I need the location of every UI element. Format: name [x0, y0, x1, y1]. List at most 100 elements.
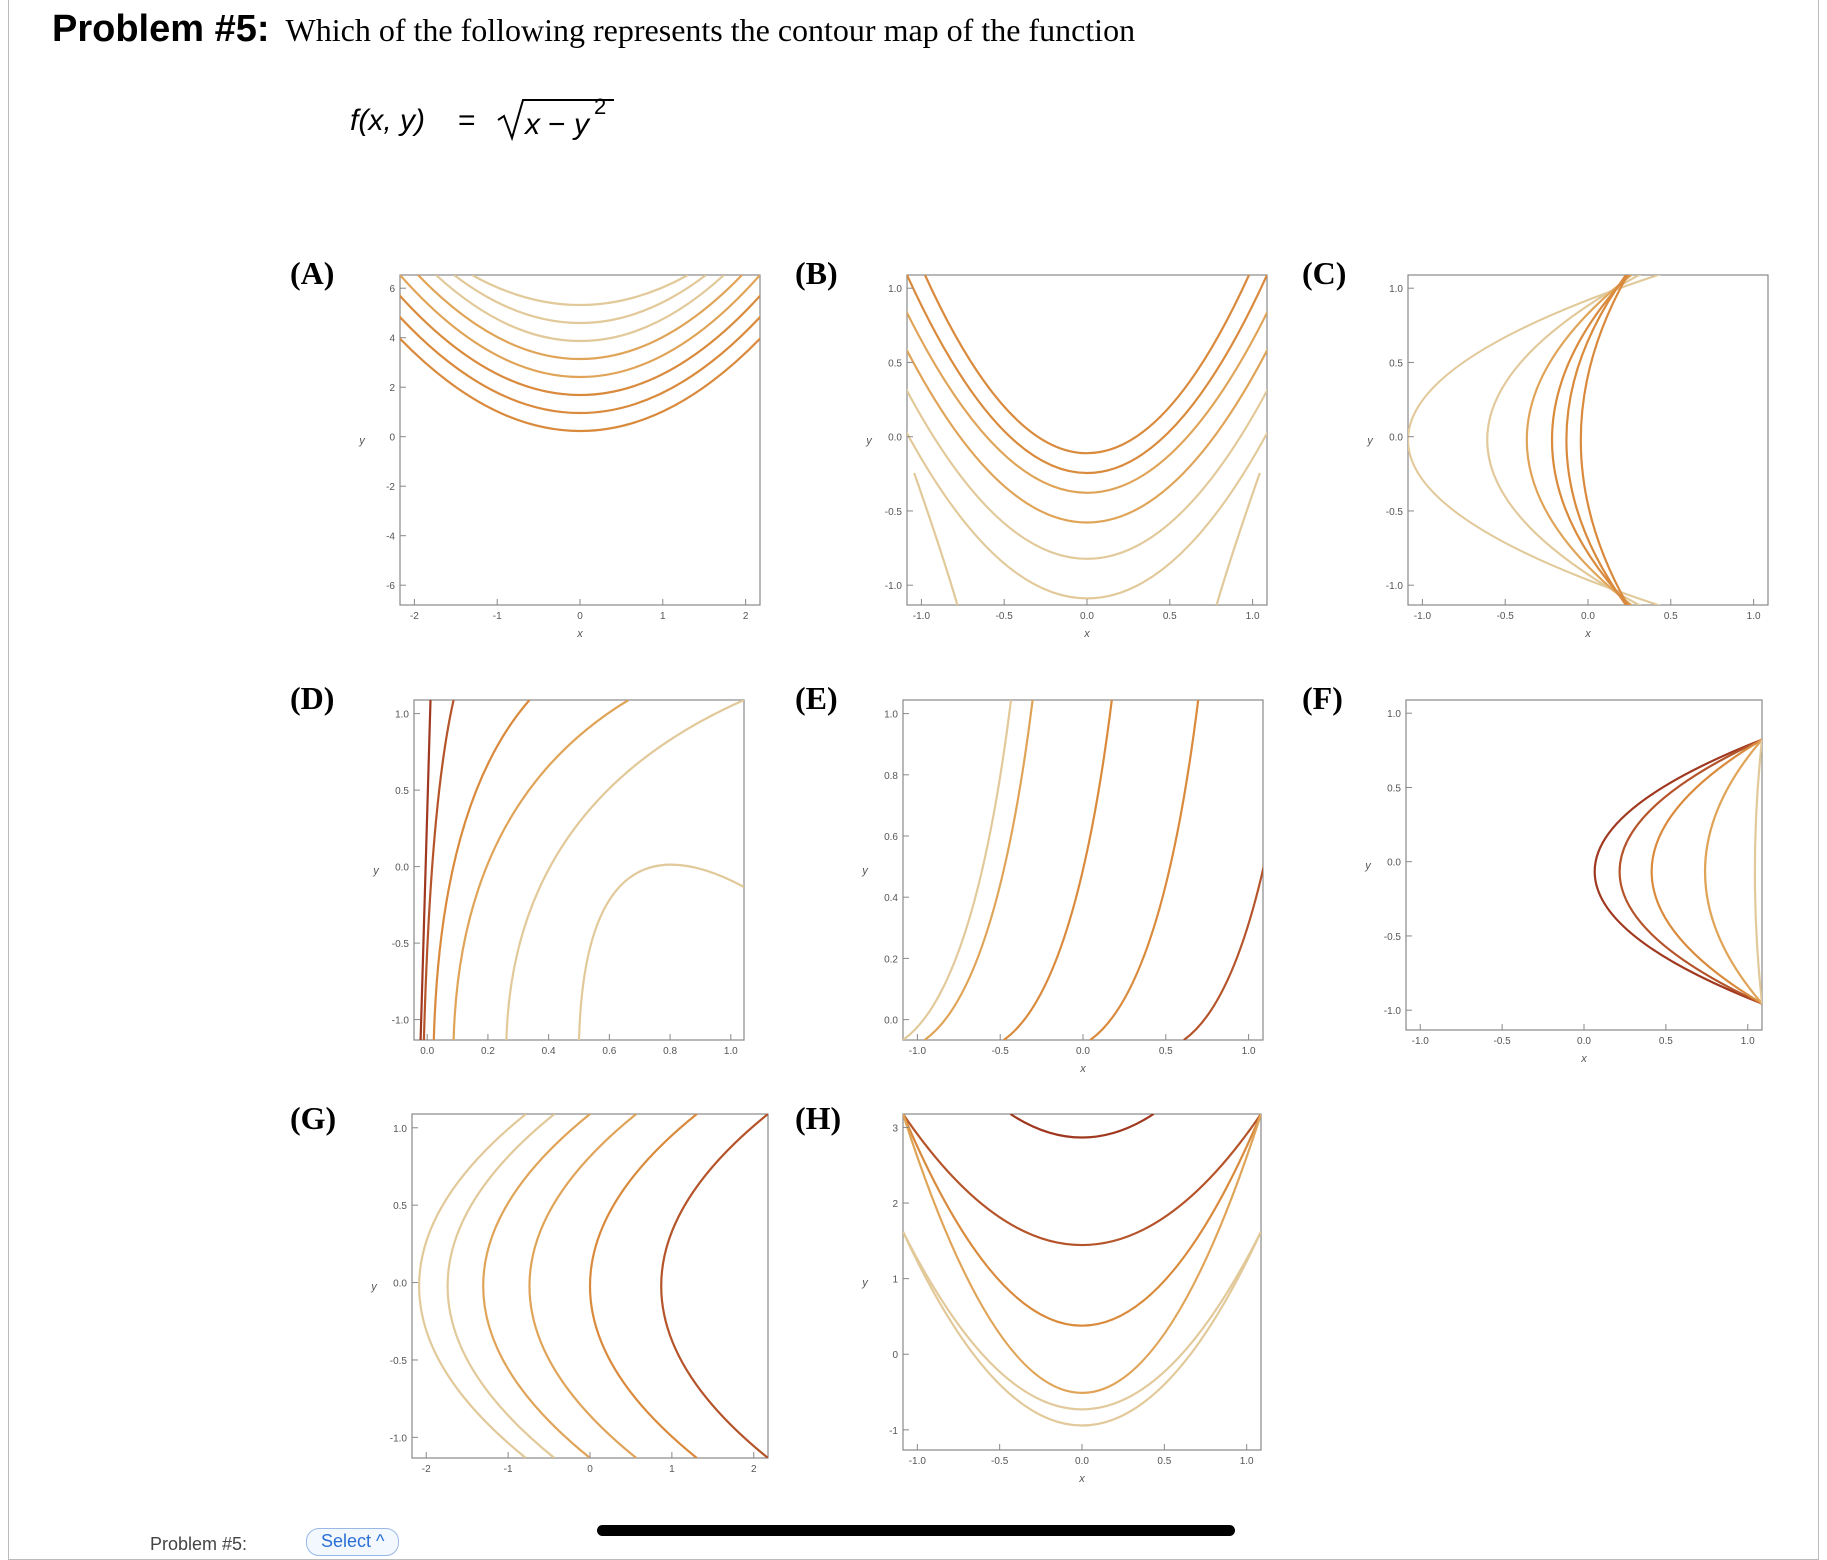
y-tick-label: 6 [389, 284, 395, 295]
x-tick-label: -1.0 [1412, 1036, 1430, 1047]
y-tick-label: 1.0 [393, 1124, 407, 1135]
y-tick-label: 3 [892, 1123, 898, 1134]
x-tick-label: 2 [751, 1464, 757, 1475]
home-indicator-bar[interactable] [597, 1525, 1235, 1536]
contour-line [1089, 700, 1200, 1040]
y-tick-label: 0.6 [884, 832, 898, 843]
x-tick-label: 0.4 [542, 1046, 556, 1057]
x-tick-label: 0.0 [1080, 611, 1094, 622]
radical-sign [497, 99, 614, 142]
contour-line [1565, 275, 1628, 605]
y-tick-label: 0.0 [888, 433, 902, 444]
y-tick-label: 0.5 [395, 786, 409, 797]
y-axis-label: y [372, 865, 380, 877]
y-tick-label: -1.0 [885, 581, 903, 592]
contour-line [435, 275, 725, 342]
y-tick-label: 2 [389, 383, 395, 394]
option-g-label[interactable]: (G) [290, 1100, 337, 1136]
option-c-label[interactable]: (C) [1302, 255, 1347, 291]
x-tick-label: -1.0 [909, 1046, 927, 1057]
y-tick-label: 0 [389, 433, 395, 444]
contour-line [1003, 700, 1113, 1040]
x-tick-label: -1.0 [913, 611, 931, 622]
x-tick-label: 0.5 [1159, 1046, 1173, 1057]
contour-line [907, 430, 1267, 600]
x-axis-label: x [1580, 1053, 1587, 1065]
y-tick-label: 0.0 [393, 1279, 407, 1290]
contour-group [1593, 738, 1762, 1005]
y-tick-label: 4 [389, 334, 395, 345]
y-tick-label: -0.5 [1384, 932, 1402, 943]
x-tick-label: 1 [669, 1464, 675, 1475]
x-tick-label: 2 [743, 611, 749, 622]
contour-line [1486, 275, 1642, 605]
contour-group [903, 700, 1263, 1040]
x-tick-label: 1.0 [1246, 611, 1260, 622]
function-formula: f(x, y) = x − y 2 [350, 94, 614, 142]
x-tick-label: 0.8 [663, 1046, 677, 1057]
x-tick-label: -1 [493, 611, 502, 622]
x-tick-label: 1.0 [1741, 1036, 1755, 1047]
y-tick-label: 0 [892, 1350, 898, 1361]
contour-line [422, 700, 455, 1040]
option-h-label[interactable]: (H) [795, 1100, 842, 1136]
contour-line [400, 337, 760, 433]
contour-line [903, 1231, 1261, 1411]
x-axis-label: x [1078, 1473, 1085, 1485]
option-g-contour-plot: -2 -1 0 1 2 1.0 0.5 0.0 -0.5 -1.0 y [370, 1113, 769, 1475]
y-tick-label: 0.5 [888, 358, 902, 369]
answer-select-dropdown[interactable]: Select ^ [306, 1528, 400, 1556]
contour-line [400, 294, 760, 397]
y-tick-label: -0.5 [885, 507, 903, 518]
contour-line [1009, 1114, 1155, 1139]
option-b-contour-plot: -1.0 -0.5 0.0 0.5 1.0 1.0 0.5 0.0 -0.5 -1.0 x y [865, 274, 1268, 640]
x-tick-label: 0.0 [1577, 1036, 1591, 1047]
contour-line [452, 700, 630, 1040]
x-tick-label: -1.0 [1414, 611, 1432, 622]
contour-line [482, 1114, 591, 1458]
option-b-label[interactable]: (B) [795, 255, 838, 291]
y-tick-label: -2 [386, 482, 395, 493]
contour-line [1703, 738, 1762, 1005]
y-axis-label: y [370, 1281, 378, 1293]
contour-line [1753, 739, 1762, 1004]
contour-line [907, 388, 1267, 560]
y-tick-label: 1.0 [1387, 709, 1401, 720]
x-axis-label: x [1079, 1063, 1086, 1075]
y-tick-label: -1.0 [390, 1433, 408, 1444]
x-axis-label: x [576, 628, 583, 640]
x-tick-label: 0.0 [1581, 611, 1595, 622]
x-tick-label: 1.0 [1747, 611, 1761, 622]
option-e-label[interactable]: (E) [795, 680, 838, 716]
contour-line [528, 1114, 637, 1458]
option-d-label[interactable]: (D) [290, 680, 335, 716]
y-tick-label: 1.0 [888, 284, 902, 295]
contour-line [903, 1114, 1261, 1247]
x-tick-label: 1.0 [1242, 1046, 1256, 1057]
x-tick-label: 1 [660, 611, 666, 622]
x-tick-label: -1.0 [909, 1456, 927, 1467]
option-a-label[interactable]: (A) [290, 255, 335, 291]
x-tick-label: -1 [504, 1464, 513, 1475]
y-tick-label: -4 [386, 532, 395, 543]
contour-line [432, 700, 531, 1040]
contour-group [1408, 275, 1662, 605]
y-tick-label: 1.0 [884, 710, 898, 721]
y-tick-label: -0.5 [390, 1356, 408, 1367]
x-tick-label: -0.5 [996, 611, 1014, 622]
x-tick-label: 0.5 [1163, 611, 1177, 622]
x-tick-label: -0.5 [991, 1456, 1009, 1467]
contour-line [1408, 275, 1662, 605]
y-tick-label: 1 [892, 1275, 898, 1286]
x-tick-label: -0.5 [1497, 611, 1515, 622]
x-tick-label: -2 [410, 611, 419, 622]
y-tick-label: -1.0 [1386, 581, 1404, 592]
contour-line [1215, 472, 1261, 605]
option-f-label[interactable]: (F) [1302, 680, 1343, 716]
option-a-contour-plot: -2 -1 0 1 2 6 4 2 0 -2 -4 -6 x y [358, 274, 761, 640]
y-axis-label: y [1366, 435, 1374, 447]
option-f-contour-plot: -1.0 -0.5 0.0 0.5 1.0 1.0 0.5 0.0 -0.5 -1.0 x y [1364, 699, 1763, 1065]
contour-group [400, 275, 760, 433]
x-tick-label: 0.0 [1075, 1456, 1089, 1467]
contour-line [400, 275, 760, 379]
